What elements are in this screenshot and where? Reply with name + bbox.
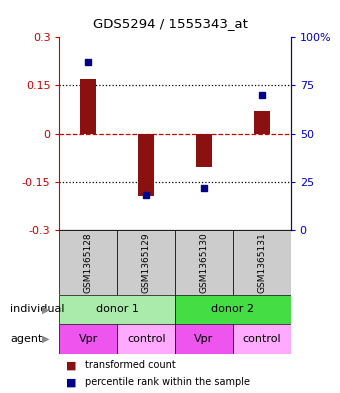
Text: control: control xyxy=(127,334,166,344)
Text: ■: ■ xyxy=(66,360,77,371)
Bar xyxy=(233,230,291,295)
Text: ▶: ▶ xyxy=(42,334,49,344)
Bar xyxy=(59,324,117,354)
Text: ■: ■ xyxy=(66,377,77,387)
Text: Vpr: Vpr xyxy=(194,334,214,344)
Bar xyxy=(138,134,154,196)
Text: donor 1: donor 1 xyxy=(96,305,139,314)
Text: transformed count: transformed count xyxy=(85,360,176,371)
Bar xyxy=(175,230,233,295)
Text: GSM1365128: GSM1365128 xyxy=(84,232,93,293)
Text: GSM1365129: GSM1365129 xyxy=(142,232,151,293)
Bar xyxy=(117,324,175,354)
Text: agent: agent xyxy=(10,334,42,344)
Bar xyxy=(117,230,175,295)
Bar xyxy=(59,230,117,295)
Text: GSM1365131: GSM1365131 xyxy=(257,232,266,293)
Bar xyxy=(175,295,291,324)
Text: donor 2: donor 2 xyxy=(211,305,254,314)
Bar xyxy=(175,324,233,354)
Text: control: control xyxy=(242,334,281,344)
Text: GDS5294 / 1555343_at: GDS5294 / 1555343_at xyxy=(92,17,248,30)
Text: percentile rank within the sample: percentile rank within the sample xyxy=(85,377,250,387)
Text: ▶: ▶ xyxy=(42,305,49,314)
Bar xyxy=(254,111,270,134)
Bar xyxy=(196,134,212,167)
Text: individual: individual xyxy=(10,305,65,314)
Bar xyxy=(233,324,291,354)
Bar xyxy=(80,79,97,134)
Text: GSM1365130: GSM1365130 xyxy=(200,232,208,293)
Text: Vpr: Vpr xyxy=(79,334,98,344)
Bar xyxy=(59,295,175,324)
